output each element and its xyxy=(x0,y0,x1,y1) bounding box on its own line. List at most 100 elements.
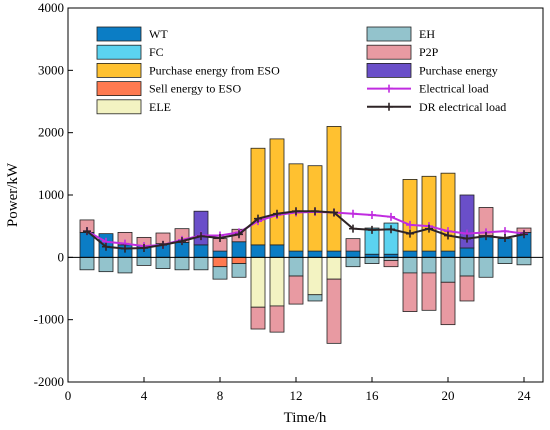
bar-wt-h12 xyxy=(288,250,304,258)
bar-wt-h11 xyxy=(269,244,285,258)
marker-dr-electrical-load-h2 xyxy=(102,242,110,251)
bar-wt-h7 xyxy=(193,244,209,258)
legend-swatch-sell-energy-to-eso xyxy=(96,81,142,96)
y-tick-label-2000: 2000 xyxy=(38,125,64,140)
legend-swatch-eh xyxy=(366,26,412,42)
legend-label-purchase-energy: Purchase energy xyxy=(419,63,498,77)
bar-ele-h10 xyxy=(250,256,266,308)
x-tick-label-16: 16 xyxy=(366,388,380,403)
bar-eh-h13 xyxy=(307,294,323,302)
bar-ele-h11 xyxy=(269,256,285,307)
bar-eh-h1 xyxy=(79,256,95,271)
legend-item-electrical-load: Electrical load xyxy=(367,82,489,96)
marker-dr-electrical-load-h16 xyxy=(368,225,376,234)
marker-dr-electrical-load-h10 xyxy=(254,214,262,223)
bar-eh-h20 xyxy=(440,256,456,283)
marker-dr-electrical-load-h4 xyxy=(140,243,148,252)
marker-dr-electrical-load-h8 xyxy=(216,234,224,243)
bar-p2p-h20 xyxy=(440,281,456,326)
legend-label-electrical-load: Electrical load xyxy=(419,82,489,96)
marker-dr-electrical-load-h15 xyxy=(349,224,357,233)
marker-dr-electrical-load-h5 xyxy=(159,240,167,249)
legend-label-wt: WT xyxy=(149,27,168,41)
bar-purchase-energy-from-eso-h18 xyxy=(402,179,418,252)
bar-wt-h8 xyxy=(212,250,228,258)
x-axis-label: Time/h xyxy=(284,410,327,426)
marker-dr-electrical-load-h22 xyxy=(482,232,490,241)
legend-label-sell-energy-to-eso: Sell energy to ESO xyxy=(149,82,241,96)
bar-p2p-h21 xyxy=(459,275,475,302)
bar-purchase-energy-from-eso-h10 xyxy=(250,147,266,246)
x-tick-label-12: 12 xyxy=(290,388,303,403)
bar-wt-h19 xyxy=(421,250,437,258)
marker-dr-electrical-load-h14 xyxy=(330,208,338,217)
bar-eh-h24 xyxy=(516,256,532,266)
legend-swatch-ele xyxy=(96,99,142,115)
bar-wt-h9 xyxy=(231,241,247,258)
bar-eh-h7 xyxy=(193,256,209,271)
x-tick-label-20: 20 xyxy=(442,388,455,403)
marker-dr-electrical-load-h24 xyxy=(520,230,528,239)
x-tick-label-4: 4 xyxy=(141,388,148,403)
legend-label-eh: EH xyxy=(419,27,435,41)
lines-layer xyxy=(83,207,528,253)
legend-marker-electrical-load xyxy=(385,84,393,93)
bars-layer xyxy=(79,126,532,344)
marker-dr-electrical-load-h19 xyxy=(425,224,433,233)
legend: WT FC Purchase energy from ESO Sell energy … xyxy=(96,26,506,115)
bar-eh-h5 xyxy=(155,256,171,269)
marker-dr-electrical-load-h1 xyxy=(83,227,91,236)
y-tick-label--1000: -1000 xyxy=(34,312,64,327)
marker-dr-electrical-load-h20 xyxy=(444,231,452,240)
marker-dr-electrical-load-h3 xyxy=(121,244,129,253)
bar-wt-h21 xyxy=(459,247,475,258)
marker-dr-electrical-load-h18 xyxy=(406,229,414,238)
bar-p2p-h19 xyxy=(421,272,437,311)
x-tick-label-24: 24 xyxy=(518,388,532,403)
legend-item-eh: EH xyxy=(366,26,435,42)
legend-label-ele: ELE xyxy=(149,100,171,114)
line-electrical-load xyxy=(86,210,525,248)
legend-swatch-wt xyxy=(96,26,142,42)
bar-wt-h20 xyxy=(440,250,456,258)
axes-layer: 0 4 8 12 16 20 24 -2000 -1000 0 1000 2000 3000 4000 xyxy=(34,0,543,403)
bar-ele-h14 xyxy=(326,256,342,280)
bar-p2p-h18 xyxy=(402,272,418,312)
bar-eh-h2 xyxy=(98,256,114,273)
y-tick-label-3000: 3000 xyxy=(38,62,64,77)
bar-purchase-energy-from-eso-h19 xyxy=(421,175,437,252)
marker-electrical-load-h15 xyxy=(349,209,357,218)
bar-eh-h23 xyxy=(497,256,513,264)
legend-label-p2p: P2P xyxy=(419,45,439,59)
marker-dr-electrical-load-h17 xyxy=(387,225,395,234)
marker-dr-electrical-load-h11 xyxy=(273,209,281,218)
bar-eh-h9 xyxy=(231,263,247,278)
marker-dr-electrical-load-h23 xyxy=(501,234,509,243)
marker-dr-electrical-load-h13 xyxy=(311,207,319,216)
marker-dr-electrical-load-h12 xyxy=(292,207,300,216)
legend-item-wt: WT xyxy=(96,26,168,42)
bar-eh-h16 xyxy=(364,256,380,264)
legend-item-purchase-energy-from-eso: Purchase energy from ESO xyxy=(96,63,280,78)
legend-item-ele: ELE xyxy=(96,99,171,115)
bar-eh-h12 xyxy=(288,256,304,277)
bar-p2p-h12 xyxy=(288,275,304,305)
legend-item-fc: FC xyxy=(96,44,164,60)
bar-ele-h13 xyxy=(307,256,323,296)
y-tick-label-4000: 4000 xyxy=(38,0,64,15)
bar-eh-h6 xyxy=(174,256,190,271)
bar-purchase-energy-from-eso-h11 xyxy=(269,138,285,246)
bar-p2p-h14 xyxy=(326,278,342,344)
bar-wt-h10 xyxy=(250,244,266,258)
marker-dr-electrical-load-h6 xyxy=(178,237,186,246)
bar-p2p-h17 xyxy=(383,260,399,268)
bar-p2p-h11 xyxy=(269,305,285,333)
bar-eh-h18 xyxy=(402,256,418,274)
bar-p2p-h15 xyxy=(345,238,361,252)
marker-electrical-load-h23 xyxy=(501,227,509,236)
legend-marker-dr-electrical-load xyxy=(385,102,393,111)
legend-swatch-purchase-energy xyxy=(366,63,412,78)
x-tick-label-8: 8 xyxy=(217,388,224,403)
bar-eh-h19 xyxy=(421,256,437,274)
